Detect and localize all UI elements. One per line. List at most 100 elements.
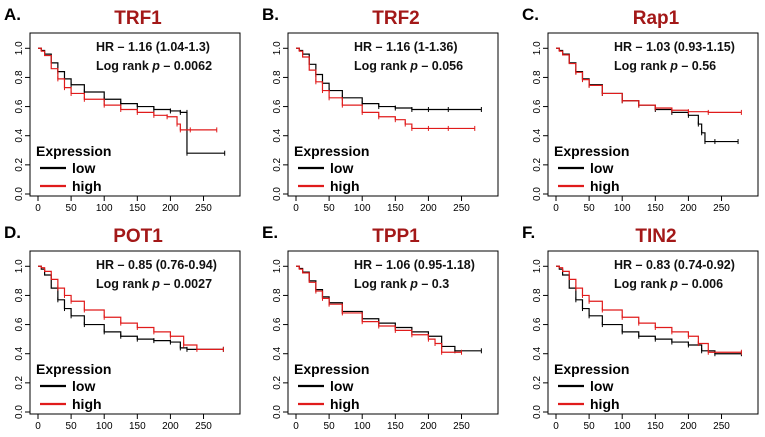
plot-frame [29,250,241,415]
legend-title: Expression [294,361,369,377]
y-tick-label: 1.0 [272,41,283,55]
x-tick-label: 250 [195,203,212,214]
x-tick-label: 0 [35,421,41,432]
x-tick-label: 200 [162,421,179,432]
hazard-ratio: HR – 1.06 (0.95-1.18) [354,258,475,272]
panel-letter: C. [522,5,539,24]
plot-frame [287,250,499,415]
panel-letter: D. [4,223,21,242]
y-tick-label: 1.0 [532,41,543,55]
y-tick-label: 0.2 [272,157,283,171]
logrank-p: Log rank p – 0.56 [614,59,716,73]
x-tick-label: 150 [129,203,146,214]
gene-title: TPP1 [372,226,420,247]
gene-title: Rap1 [633,8,680,29]
km-panel-trf1: A. TRF1 0.0 0.2 0.4 0.6 0.8 1.0 0 50 100 150 200 250 H… [4,5,241,214]
y-tick-label: 0.2 [272,375,283,389]
km-panel-tin2: F. TIN2 0.0 0.2 0.4 0.6 0.8 1.0 0 50 100 150 200 250 H… [522,223,759,432]
legend-label-low: low [590,378,613,394]
y-tick-label: 0.8 [532,288,543,302]
y-tick-label: 0.2 [14,375,25,389]
x-tick-label: 150 [129,421,146,432]
hazard-ratio: HR – 0.85 (0.76-0.94) [96,258,217,272]
y-tick-label: 0.0 [532,405,543,419]
x-tick-label: 200 [680,203,697,214]
hazard-ratio: HR – 1.03 (0.93-1.15) [614,40,735,54]
x-tick-label: 200 [420,203,437,214]
plot-frame [547,32,759,197]
x-tick-label: 100 [96,203,113,214]
legend-label-high: high [330,178,360,194]
y-tick-label: 0.2 [14,157,25,171]
panel-letter: B. [262,5,279,24]
series-line-high [556,265,742,353]
x-tick-label: 50 [66,203,78,214]
x-tick-label: 50 [324,421,336,432]
logrank-p: Log rank p – 0.0062 [96,59,212,73]
legend-label-high: high [72,178,102,194]
y-tick-label: 1.0 [272,259,283,273]
y-tick-label: 0.0 [14,405,25,419]
x-tick-label: 250 [453,421,470,432]
y-tick-label: 0.0 [14,187,25,201]
y-tick-label: 0.8 [14,288,25,302]
legend-title: Expression [294,143,369,159]
x-tick-label: 200 [420,421,437,432]
x-tick-label: 100 [354,203,371,214]
x-tick-label: 0 [293,421,299,432]
legend-label-low: low [72,160,95,176]
hazard-ratio: HR – 1.16 (1.04-1.3) [96,40,210,54]
gene-title: TRF1 [114,8,162,29]
y-tick-label: 0.8 [14,70,25,84]
logrank-p: Log rank p – 0.056 [354,59,463,73]
y-tick-label: 0.4 [14,346,25,360]
x-tick-label: 0 [35,203,41,214]
series-line-low [38,47,225,154]
legend-title: Expression [554,143,629,159]
hazard-ratio: HR – 1.16 (1-1.36) [354,40,458,54]
legend-title: Expression [554,361,629,377]
x-tick-label: 100 [614,421,631,432]
x-tick-label: 150 [647,203,664,214]
x-tick-label: 0 [553,421,559,432]
x-tick-label: 0 [553,203,559,214]
x-tick-label: 100 [96,421,113,432]
y-tick-label: 0.4 [532,346,543,360]
hazard-ratio: HR – 0.83 (0.74-0.92) [614,258,735,272]
x-tick-label: 50 [584,421,596,432]
gene-title: TRF2 [372,8,420,29]
y-tick-label: 0.6 [532,317,543,331]
legend-label-low: low [590,160,613,176]
y-tick-label: 1.0 [14,41,25,55]
y-tick-label: 0.6 [14,317,25,331]
y-tick-label: 0.0 [532,187,543,201]
series-line-low [296,47,482,111]
panel-letter: E. [262,223,278,242]
legend-label-high: high [330,396,360,412]
series-line-high [38,47,217,131]
x-tick-label: 100 [614,203,631,214]
x-tick-label: 100 [354,421,371,432]
km-panel-pot1: D. POT1 0.0 0.2 0.4 0.6 0.8 1.0 0 50 100 150 200 250 H… [4,223,241,432]
km-panel-tpp1: E. TPP1 0.0 0.2 0.4 0.6 0.8 1.0 0 50 100 150 200 250 H… [262,223,499,432]
plot-frame [547,250,759,415]
x-tick-label: 200 [162,203,179,214]
series-line-low [38,265,224,350]
y-tick-label: 0.8 [272,70,283,84]
plot-frame [29,32,241,197]
y-tick-label: 0.2 [532,375,543,389]
y-tick-label: 0.8 [272,288,283,302]
y-tick-label: 0.4 [272,128,283,142]
y-tick-label: 0.6 [14,99,25,113]
series-line-high [296,47,475,130]
gene-title: POT1 [113,226,163,247]
x-tick-label: 200 [680,421,697,432]
y-tick-label: 0.2 [532,157,543,171]
y-tick-label: 1.0 [14,259,25,273]
x-tick-label: 50 [66,421,78,432]
gene-title: TIN2 [635,226,676,247]
y-tick-label: 0.6 [272,317,283,331]
panel-letter: A. [4,5,21,24]
series-line-high [296,265,462,353]
km-panel-rap1: C. Rap1 0.0 0.2 0.4 0.6 0.8 1.0 0 50 100 150 200 250 H… [522,5,759,214]
